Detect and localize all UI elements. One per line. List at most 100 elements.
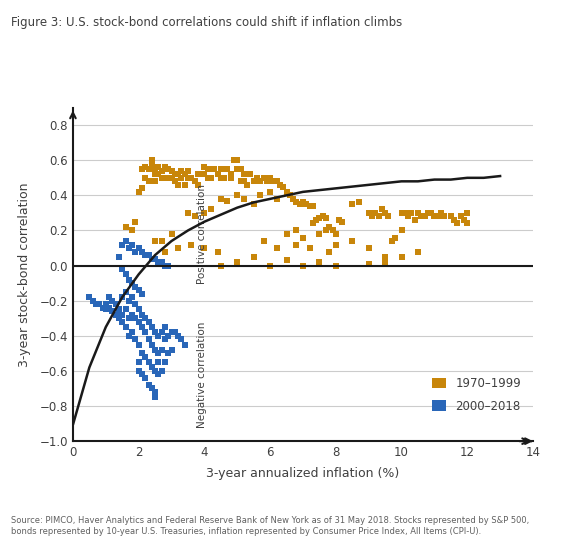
Point [380, 252, 389, 261]
Point [141, 328, 150, 337]
Point [118, 265, 127, 273]
Point [226, 174, 235, 182]
Point [256, 177, 265, 186]
Point [187, 174, 196, 182]
Point [219, 165, 228, 173]
Point [157, 258, 166, 266]
Point [173, 244, 182, 252]
Point [134, 317, 143, 326]
Point [240, 195, 249, 203]
Point [183, 174, 192, 182]
Point [249, 177, 258, 186]
Point [263, 177, 272, 186]
Point [160, 335, 169, 344]
Point [305, 202, 314, 210]
Point [348, 237, 357, 245]
Point [121, 305, 130, 314]
Point [259, 174, 268, 182]
Point [355, 198, 364, 207]
Point [144, 358, 153, 366]
Point [190, 177, 199, 186]
Point [410, 216, 419, 224]
Point [127, 240, 136, 249]
Point [171, 170, 180, 179]
Point [144, 177, 153, 186]
Point [194, 181, 203, 189]
Point [242, 170, 251, 179]
Point [111, 310, 120, 319]
Point [265, 188, 274, 196]
Point [160, 174, 169, 182]
Point [217, 165, 226, 173]
Point [249, 252, 258, 261]
Point [332, 261, 341, 270]
Point [108, 296, 117, 305]
Point [118, 317, 127, 326]
Point [134, 341, 143, 349]
Point [282, 188, 291, 196]
Point [85, 293, 94, 301]
Point [157, 166, 166, 175]
Point [148, 323, 157, 331]
Point [125, 331, 134, 340]
Point [384, 212, 393, 221]
Point [171, 177, 180, 186]
Point [102, 300, 111, 308]
Point [200, 163, 209, 172]
Point [397, 226, 406, 235]
Point [154, 258, 163, 266]
Point [114, 305, 123, 314]
Point [407, 209, 416, 217]
Point [210, 165, 219, 173]
Point [127, 310, 136, 319]
Point [282, 256, 291, 265]
Point [164, 331, 173, 340]
Point [150, 393, 159, 401]
Point [364, 209, 373, 217]
Point [233, 258, 242, 266]
Point [164, 174, 173, 182]
Point [190, 212, 199, 221]
Point [131, 300, 140, 308]
Point [295, 200, 304, 208]
Point [148, 159, 157, 168]
Point [272, 195, 281, 203]
Point [249, 200, 258, 208]
Point [144, 317, 153, 326]
Point [269, 177, 278, 186]
Point [141, 352, 150, 361]
Point [233, 165, 242, 173]
Point [111, 300, 120, 308]
Point [167, 166, 176, 175]
Point [108, 307, 117, 316]
Point [131, 335, 140, 344]
Point [131, 217, 140, 226]
Point [332, 240, 341, 249]
Point [160, 261, 169, 270]
Point [95, 300, 104, 308]
Point [286, 191, 295, 200]
Point [134, 366, 143, 375]
Point [157, 328, 166, 337]
Point [127, 328, 136, 337]
Point [223, 196, 232, 205]
Text: Negative correlation: Negative correlation [197, 321, 207, 428]
Point [325, 247, 334, 256]
Point [150, 345, 159, 354]
Point [150, 388, 159, 397]
Point [131, 247, 140, 256]
Point [157, 345, 166, 354]
Point [321, 214, 330, 223]
Text: Figure 3: U.S. stock-bond correlations could shift if inflation climbs: Figure 3: U.S. stock-bond correlations c… [11, 16, 402, 29]
Point [127, 226, 136, 235]
Point [127, 293, 136, 301]
Point [180, 181, 189, 189]
Point [259, 237, 268, 245]
Point [200, 209, 209, 217]
Point [137, 165, 146, 173]
Point [121, 270, 130, 279]
Point [88, 296, 97, 305]
Point [144, 381, 153, 390]
Point [196, 170, 205, 179]
Point [279, 182, 288, 191]
